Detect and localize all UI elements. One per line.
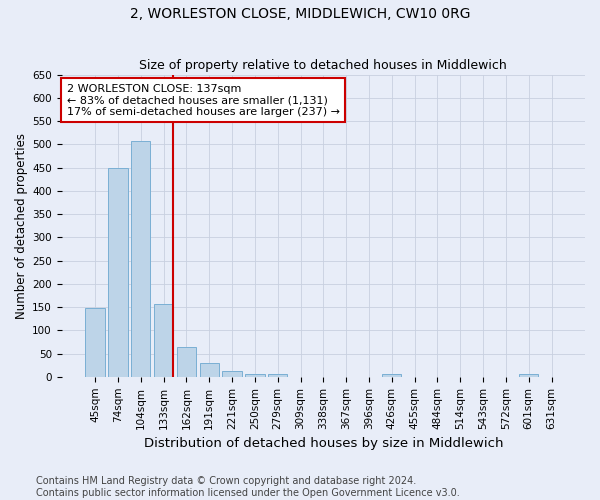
Bar	[85, 308, 105, 377]
Bar	[382, 374, 401, 377]
X-axis label: Distribution of detached houses by size in Middlewich: Distribution of detached houses by size …	[143, 437, 503, 450]
Bar	[519, 374, 538, 377]
Bar	[177, 346, 196, 377]
Title: Size of property relative to detached houses in Middlewich: Size of property relative to detached ho…	[139, 59, 507, 72]
Bar	[154, 304, 173, 377]
Bar	[131, 141, 151, 377]
Y-axis label: Number of detached properties: Number of detached properties	[15, 132, 28, 318]
Text: 2, WORLESTON CLOSE, MIDDLEWICH, CW10 0RG: 2, WORLESTON CLOSE, MIDDLEWICH, CW10 0RG	[130, 8, 470, 22]
Text: Contains HM Land Registry data © Crown copyright and database right 2024.
Contai: Contains HM Land Registry data © Crown c…	[36, 476, 460, 498]
Text: 2 WORLESTON CLOSE: 137sqm
← 83% of detached houses are smaller (1,131)
17% of se: 2 WORLESTON CLOSE: 137sqm ← 83% of detac…	[67, 84, 340, 117]
Bar	[245, 374, 265, 377]
Bar	[200, 363, 219, 377]
Bar	[108, 168, 128, 377]
Bar	[223, 371, 242, 377]
Bar	[268, 374, 287, 377]
